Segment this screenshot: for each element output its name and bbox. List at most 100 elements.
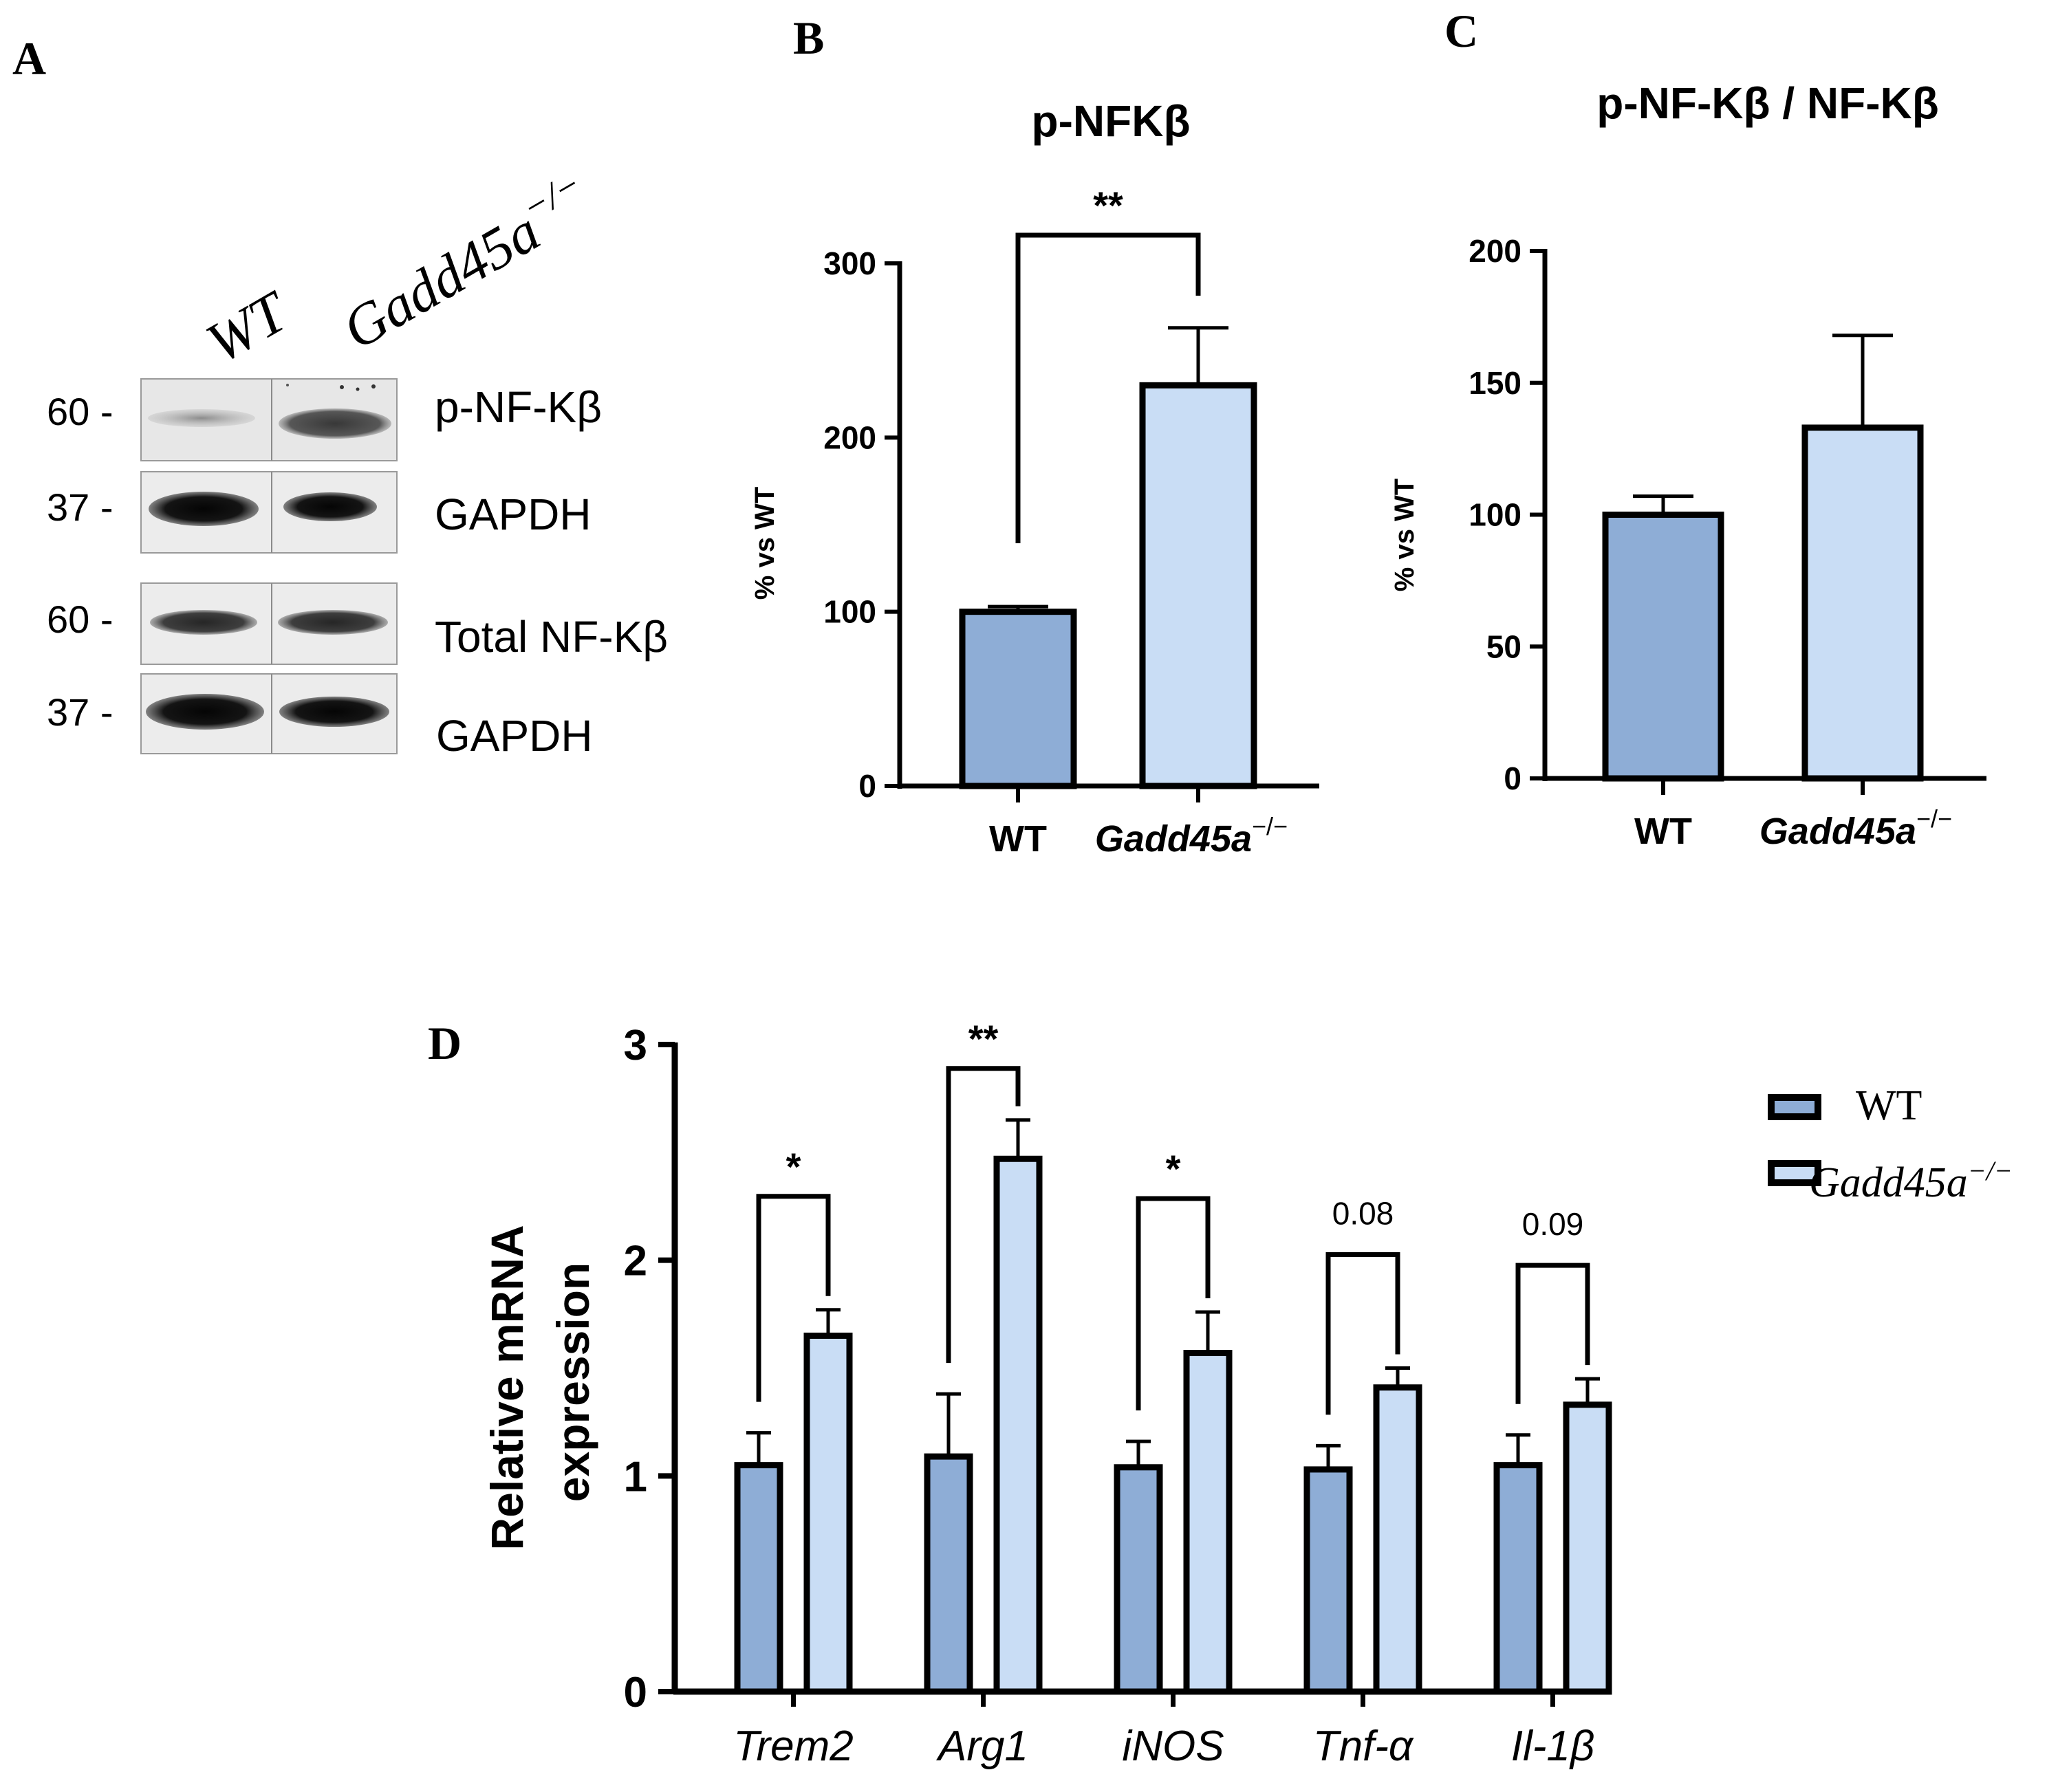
legend-swatch-ko	[1768, 1160, 1821, 1186]
legend-label-wt: WT	[1856, 1082, 1922, 1129]
chart-c-xlabel-0: WT	[1634, 811, 1692, 852]
chart-d-ylabel-line1: Relative mRNA	[481, 1226, 532, 1550]
chart-d-bar-0-4	[1493, 1462, 1543, 1695]
chart-c-xlabel-sup-1: −/−	[1916, 805, 1952, 833]
chart-d-xlabel-2: iNOS	[1122, 1723, 1224, 1770]
chart-d-bar-1-1	[993, 1155, 1043, 1695]
chart-d-bar-1-2	[1183, 1350, 1233, 1695]
legend-label-ko: Gadd45a−/−	[1809, 1155, 2013, 1206]
chart-d-significance-bracket-1	[946, 1066, 1021, 1364]
band-gapdh2-ko	[279, 697, 389, 727]
chart-c-bar-0	[1602, 512, 1724, 782]
chart-d-bar-0-3	[1303, 1466, 1353, 1695]
chart-b-significance-label-0: **	[1093, 184, 1123, 227]
chart-d-xlabel-4: Il-1β	[1511, 1723, 1595, 1770]
chart-b-xlabel-0: WT	[989, 818, 1047, 860]
chart-d-significance-bracket-0	[756, 1194, 831, 1402]
mw-marker-1: 60 -	[47, 390, 113, 433]
chart-d-xlabel-1: Arg1	[935, 1723, 1028, 1770]
protein-label-2: GAPDH	[435, 490, 592, 539]
chart-d-ylabel: Relative mRNA expression	[481, 1214, 598, 1550]
panel-label-d: D	[428, 1017, 462, 1069]
chart-mrna-expression: Relative mRNA expression WT Gadd45a−/− 0…	[481, 1017, 2013, 1770]
blot-lane-ko: Gadd45a−/−	[329, 163, 603, 362]
chart-d-significance-label-2: *	[1166, 1147, 1181, 1190]
band-pnfkb-wt	[148, 409, 255, 427]
blot-strip-gapdh-2	[140, 673, 398, 754]
chart-p-nfkb-ratio: p-NF-Kβ / NF-Kβ % vs WT 0 50 100 150 200 WT Ga…	[1389, 78, 1986, 852]
chart-c-ytick-label-2: 100	[1469, 497, 1521, 533]
legend: WT Gadd45a−/−	[1768, 1082, 2013, 1206]
chart-d-ytick-label-0: 0	[624, 1669, 647, 1716]
chart-d-bar-1-0	[803, 1332, 853, 1695]
chart-b-xlabel-1: Gadd45a−/−	[1095, 812, 1288, 860]
chart-b-significance-bracket-0	[1015, 232, 1201, 543]
mw-marker-3: 60 -	[47, 598, 113, 641]
blot-strip-total-nfkb	[140, 582, 398, 665]
chart-c-title: p-NF-Kβ / NF-Kβ	[1596, 78, 1939, 128]
chart-b-ytick-label-3: 300	[823, 245, 876, 281]
mw-marker-4: 37 -	[47, 690, 113, 734]
chart-d-bar-0-0	[734, 1462, 783, 1695]
chart-c-ylabel: % vs WT	[1389, 479, 1420, 591]
chart-b-bar-0	[959, 609, 1077, 789]
blot-strip-pnfkb	[140, 378, 398, 461]
mw-marker-2: 37 -	[47, 485, 113, 529]
chart-d-significance-label-1: **	[968, 1017, 999, 1060]
chart-p-nfkb: p-NFKβ % vs WT 0 100 200 300 WT Gadd45a−/− **	[750, 96, 1319, 860]
protein-label-1: p-NF-Kβ	[435, 382, 602, 432]
chart-d-xlabel-3: Tnf-α	[1313, 1723, 1414, 1770]
chart-c-ytick-label-1: 50	[1486, 629, 1521, 664]
chart-c-xlabel-text-1: Gadd45a	[1759, 811, 1916, 852]
chart-d-significance-label-3: 0.08	[1332, 1196, 1394, 1232]
panel-label-c: C	[1444, 5, 1478, 57]
chart-d-significance-bracket-4	[1515, 1263, 1590, 1404]
chart-d-ytick-label-3: 3	[624, 1022, 647, 1069]
chart-b-ytick-label-1: 100	[823, 594, 876, 630]
chart-d-xlabel-0: Trem2	[733, 1723, 854, 1770]
legend-label-ko-superscript: −/−	[1968, 1155, 2013, 1186]
chart-d-bar-0-2	[1114, 1464, 1163, 1695]
chart-d-significance-label-0: *	[786, 1145, 801, 1188]
legend-label-ko-name: Gadd45a	[1809, 1159, 1968, 1206]
blot-strip-gapdh-1	[140, 471, 398, 554]
chart-b-xlabel-text-1: Gadd45a	[1095, 818, 1252, 860]
chart-c-xlabel-text-0: WT	[1634, 811, 1692, 852]
chart-b-ylabel: % vs WT	[750, 487, 780, 600]
blot-lane-wt: WT	[196, 278, 301, 376]
band-total-ko	[278, 610, 388, 635]
chart-d-bar-1-3	[1373, 1384, 1422, 1695]
chart-d-significance-bracket-2	[1136, 1196, 1211, 1411]
chart-d-bar-0-1	[924, 1453, 973, 1695]
chart-c-bar-1	[1801, 424, 1924, 782]
chart-c-xlabel-1: Gadd45a−/−	[1759, 805, 1952, 852]
chart-d-ylabel-line2: expression	[548, 1263, 598, 1503]
chart-d-significance-label-4: 0.09	[1522, 1206, 1584, 1242]
chart-b-bar-1	[1139, 382, 1257, 789]
band-gapdh1-ko	[283, 492, 377, 521]
band-pnfkb-ko	[279, 408, 391, 439]
chart-b-xlabel-text-0: WT	[989, 818, 1047, 860]
chart-d-bar-1-4	[1563, 1401, 1612, 1695]
chart-d-ytick-label-1: 1	[624, 1453, 647, 1500]
band-gapdh2-wt	[146, 694, 264, 730]
band-gapdh1-wt	[149, 492, 259, 526]
band-total-wt	[150, 610, 257, 635]
legend-swatch-wt	[1768, 1094, 1821, 1120]
chart-c-ytick-label-3: 150	[1469, 365, 1521, 401]
panel-label-b: B	[793, 12, 824, 64]
protein-label-4: GAPDH	[436, 711, 593, 761]
chart-d-significance-bracket-3	[1325, 1252, 1400, 1415]
chart-b-ytick-label-0: 0	[858, 768, 876, 804]
western-blot: WT Gadd45a−/−	[47, 163, 668, 761]
chart-c-ytick-label-4: 200	[1469, 233, 1521, 269]
chart-b-title: p-NFKβ	[1032, 96, 1191, 146]
protein-label-3: Total NF-Kβ	[435, 612, 668, 662]
chart-c-ytick-label-0: 0	[1504, 761, 1521, 796]
panel-label-a: A	[12, 32, 46, 85]
blot-lane-ko-name: Gadd45a	[332, 199, 550, 362]
chart-b-ytick-label-2: 200	[823, 419, 876, 455]
chart-d-ytick-label-2: 2	[624, 1238, 647, 1285]
chart-b-xlabel-sup-1: −/−	[1252, 812, 1288, 840]
